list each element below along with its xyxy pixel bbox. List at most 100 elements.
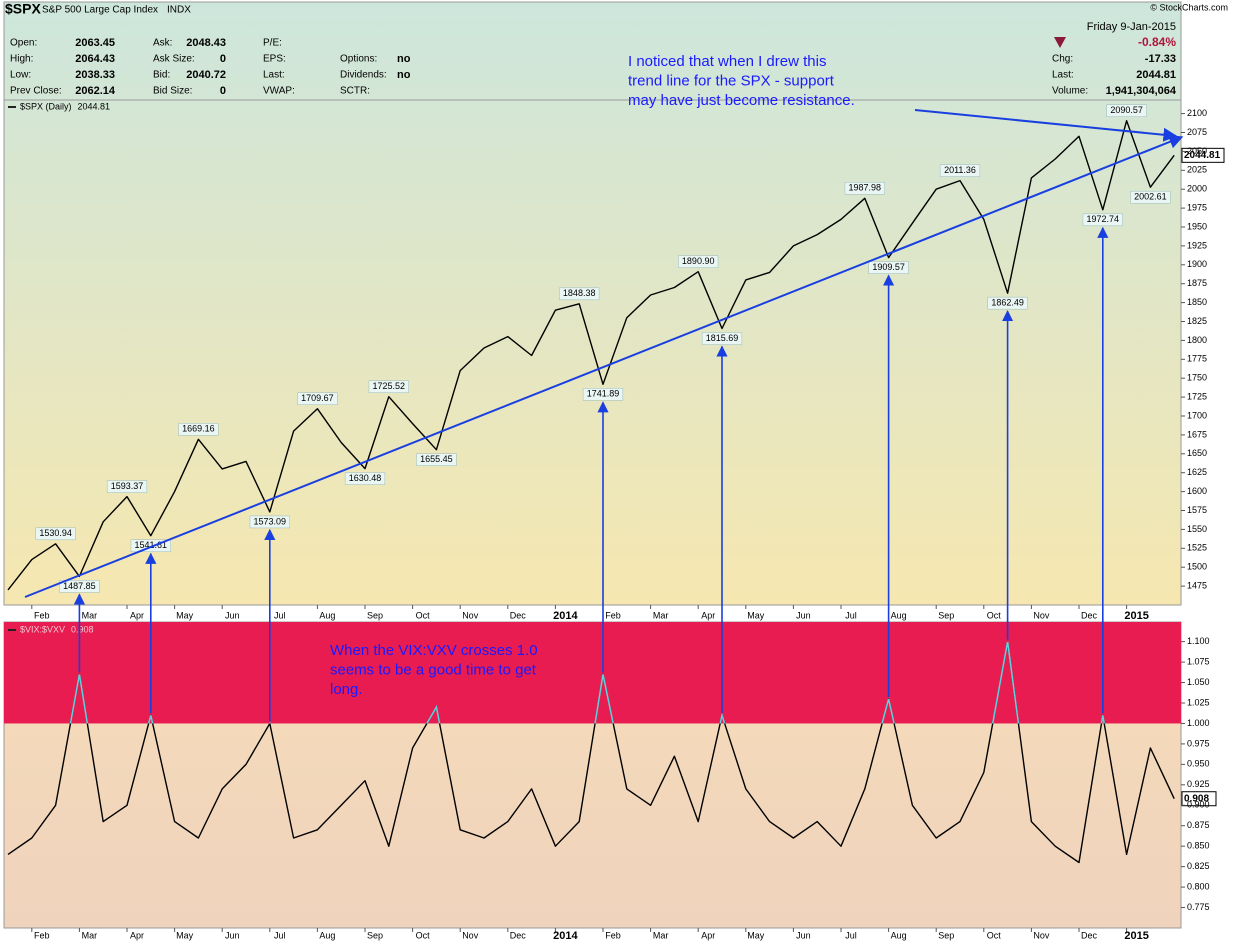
quote-label: Bid Size:	[153, 86, 192, 97]
legend-value: 2044.81	[78, 101, 111, 111]
x-tick-label: Feb	[34, 930, 50, 940]
symbol: $SPX	[5, 1, 41, 17]
quote-label: SCTR:	[340, 86, 370, 97]
x-tick-label: Jul	[274, 930, 286, 940]
x-tick-label: Nov	[1033, 930, 1050, 940]
x-tick-label: Oct	[987, 930, 1002, 940]
value-label-box	[1082, 213, 1123, 227]
value-label-box	[844, 182, 885, 195]
value-label-box	[59, 580, 100, 593]
y-tick-label: 1900	[1187, 259, 1207, 269]
x-tick-label: Jul	[845, 610, 857, 620]
y-tick-label: 1925	[1187, 240, 1207, 250]
quote-value: no	[397, 53, 411, 65]
value-label-box	[678, 255, 719, 268]
quote-label: Last:	[263, 70, 285, 81]
x-tick-label: Apr	[130, 930, 144, 940]
y-tick-label: 1575	[1187, 505, 1207, 515]
quote-value: 2048.43	[186, 37, 226, 49]
quote-label: Open:	[10, 38, 37, 49]
legend-name: $SPX (Daily)	[20, 101, 72, 111]
x-tick-label: Feb	[34, 610, 50, 620]
y-tick-label: 2100	[1187, 108, 1207, 118]
x-tick-label: Oct	[987, 610, 1002, 620]
x-tick-label: Sep	[938, 610, 954, 620]
x-tick-label: Mar	[82, 930, 98, 940]
x-tick-label: Aug	[319, 610, 335, 620]
x-tick-label: Dec	[1081, 930, 1098, 940]
x-tick-label: Nov	[462, 930, 479, 940]
y-tick-label: 1500	[1187, 562, 1207, 572]
y-tick-label: 0.850	[1187, 841, 1210, 851]
x-tick-label: Dec	[510, 610, 527, 620]
y-tick-label: 2025	[1187, 165, 1207, 175]
quote-label: Volume:	[1052, 86, 1088, 97]
x-tick-label: Apr	[701, 930, 715, 940]
x-tick-label: Jun	[225, 930, 240, 940]
x-tick-label: Mar	[82, 610, 98, 620]
y-tick-label: 1850	[1187, 297, 1207, 307]
annotation: may have just become resistance.	[628, 92, 855, 109]
quote-value: 0	[220, 53, 226, 65]
quote-value: 1,941,304,064	[1106, 85, 1177, 97]
legend-name: $VIX:$VXV	[20, 624, 65, 634]
y-tick-label: 1950	[1187, 221, 1207, 231]
value-label: 1487.85	[63, 581, 96, 591]
x-tick-label: Sep	[367, 610, 383, 620]
x-tick-label: Oct	[416, 610, 431, 620]
value-label: 1972.74	[1087, 214, 1120, 224]
value-label: 1593.37	[111, 481, 144, 491]
x-tick-label: 2014	[553, 610, 578, 622]
y-tick-label: 0.950	[1187, 759, 1210, 769]
value-label: 1909.57	[872, 262, 905, 272]
trend-line	[24, 135, 1184, 598]
value-label: 1725.52	[373, 381, 406, 391]
series-line	[7, 640, 1175, 864]
x-tick-label: Sep	[367, 930, 383, 940]
quote-value: 2063.45	[75, 37, 115, 49]
x-tick-label: Jul	[845, 930, 857, 940]
y-tick-label: 1600	[1187, 486, 1207, 496]
x-tick-label: Aug	[319, 930, 335, 940]
y-tick-label: 1.000	[1187, 718, 1210, 728]
value-label-box	[939, 164, 981, 177]
x-tick-label: 2014	[553, 930, 578, 942]
value-label-box	[1130, 190, 1171, 204]
y-tick-label: 0.975	[1187, 738, 1210, 748]
quote-label: Chg:	[1052, 54, 1073, 65]
last-value-label: 0.908	[1184, 793, 1209, 804]
x-tick-label: Nov	[462, 610, 479, 620]
quote-value: 0	[220, 85, 226, 97]
last-value-box	[1181, 147, 1225, 163]
value-label-box	[582, 388, 624, 401]
x-tick-label: May	[747, 930, 765, 940]
value-label-box	[249, 515, 290, 529]
y-tick-label: 1.075	[1187, 656, 1210, 666]
y-tick-label: 1675	[1187, 429, 1207, 439]
x-tick-label: Feb	[605, 930, 621, 940]
y-tick-label: 2075	[1187, 127, 1207, 137]
value-label-box	[1106, 104, 1147, 117]
value-label: 1709.67	[301, 393, 334, 403]
value-label: 1848.38	[563, 288, 596, 298]
value-label: 1741.89	[587, 389, 620, 399]
value-label: 2011.36	[944, 165, 976, 175]
y-tick-label: 0.825	[1187, 861, 1210, 871]
y-tick-label: 0.925	[1187, 779, 1210, 789]
x-tick-label: Dec	[510, 930, 527, 940]
exchange: INDX	[167, 5, 191, 16]
value-label: 2090.57	[1110, 105, 1143, 115]
quote-value: -17.33	[1145, 53, 1176, 65]
y-tick-label: 1700	[1187, 410, 1207, 420]
x-tick-label: 2015	[1124, 930, 1148, 942]
down-triangle	[1054, 37, 1066, 48]
x-tick-label: Sep	[938, 930, 954, 940]
quote-value: no	[397, 69, 411, 81]
y-tick-label: 1875	[1187, 278, 1207, 288]
x-tick-label: Nov	[1033, 610, 1050, 620]
annotation: trend line for the SPX - support	[628, 72, 835, 89]
value-label-box	[416, 453, 457, 466]
quote-label: Bid:	[153, 70, 170, 81]
quote-label: VWAP:	[263, 86, 295, 97]
